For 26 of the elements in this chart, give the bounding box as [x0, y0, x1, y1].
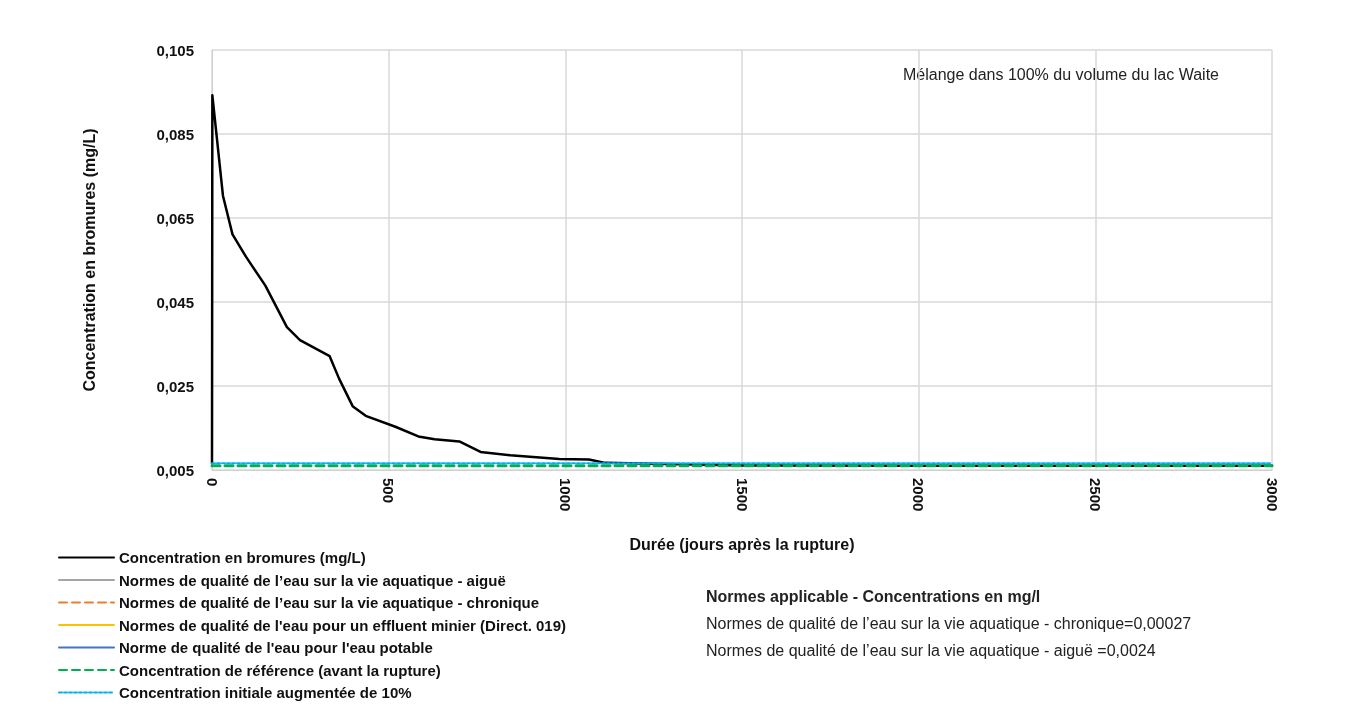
- x-axis-title: Durée (jours après la rupture): [629, 535, 855, 553]
- x-tick-label: 1500: [733, 478, 751, 512]
- y-tick-label: 0,085: [156, 125, 194, 143]
- y-tick-label: 0,045: [156, 293, 194, 311]
- x-tick-label: 0: [203, 478, 221, 487]
- legend-label: Normes de qualité de l’eau sur la vie aquatique - chronique: [119, 594, 540, 611]
- y-axis-title: Concentration en bromures (mg/L): [80, 128, 98, 392]
- legend-label: Norme de qualité de l'eau pour l'eau potable: [119, 639, 433, 656]
- legend-label: Concentration de référence (avant la rupture): [119, 661, 441, 679]
- x-tick-label: 2500: [1086, 478, 1104, 512]
- y-tick-label: 0,065: [156, 209, 194, 227]
- legend-label: Concentration initiale augmentée de 10%: [119, 684, 412, 701]
- annotation: Mélange dans 100% du volume du lac Waite: [902, 65, 1220, 83]
- legend-label: Normes de qualité de l'eau pour un effluent minier (Direct. 019): [119, 616, 566, 634]
- y-tick-label: 0,005: [156, 461, 194, 479]
- legend-label: Normes de qualité de l’eau sur la vie aquatique - aiguë: [119, 571, 506, 589]
- x-tick-label: 1000: [556, 478, 574, 512]
- text: Normes applicable - Concentrations en mg/l: [706, 587, 1041, 605]
- x-tick-label: 3000: [1263, 478, 1281, 512]
- y-tick-label: 0,025: [156, 377, 194, 395]
- x-tick-label: 2000: [910, 478, 928, 512]
- text: Normes de qualité de l’eau sur la vie aquatique - chronique=0,00027: [706, 614, 1192, 632]
- y-tick-label: 0,105: [156, 41, 194, 59]
- x-tick-label: 500: [380, 478, 398, 504]
- text: Normes de qualité de l’eau sur la vie aquatique - aiguë =0,0024: [706, 641, 1156, 659]
- legend-label: Concentration en bromures (mg/L): [119, 549, 366, 566]
